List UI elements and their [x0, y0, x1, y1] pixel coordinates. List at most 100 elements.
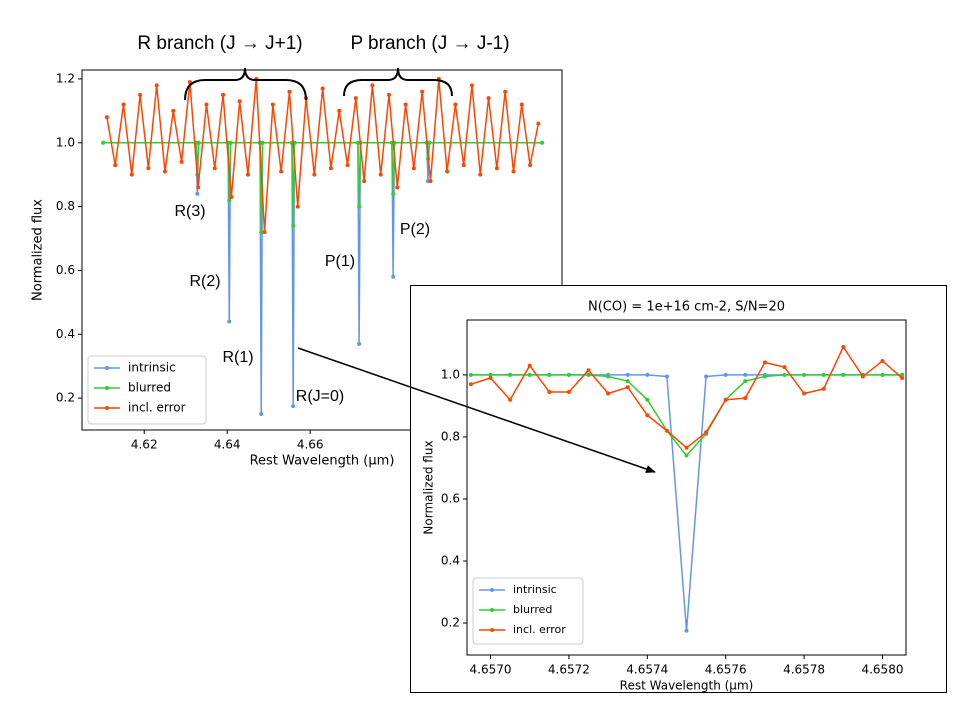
series-marker	[453, 102, 458, 107]
series-marker	[287, 89, 292, 94]
series-marker	[270, 102, 275, 107]
series-marker	[179, 159, 184, 164]
legend-marker	[105, 366, 109, 370]
series-marker	[468, 372, 473, 377]
main-chart: 4.62 4.64 4.66 0.2 0.4 0.6 0.8 1.0 1.2 Rest Wavel…	[31, 69, 563, 469]
series-marker	[259, 230, 264, 235]
plot-frame	[466, 319, 907, 656]
plot-frame	[81, 69, 563, 431]
series-marker	[488, 372, 493, 377]
series-marker	[229, 195, 234, 200]
series-marker	[291, 404, 296, 409]
series-marker	[312, 172, 317, 177]
series-marker	[704, 374, 709, 379]
series-marker	[566, 389, 571, 394]
series-marker	[743, 372, 748, 377]
x-axis-label: Rest Wavelength (μm)	[250, 454, 395, 469]
y-tick-label: 0.2	[56, 391, 75, 405]
series-marker	[527, 363, 532, 368]
x-tick-label: 4.6578	[783, 663, 825, 677]
y-tick-label: 0.8	[441, 429, 460, 443]
y-tick-label: 0.8	[56, 199, 75, 213]
series-layer	[468, 344, 905, 633]
series-marker	[387, 92, 392, 97]
x-tick-label: 4.62	[131, 438, 158, 452]
series-marker	[900, 372, 905, 377]
legend-label: intrinsic	[513, 583, 557, 596]
y-tick-label: 0.4	[56, 327, 75, 341]
legend-label: intrinsic	[128, 361, 176, 375]
series-marker	[664, 374, 669, 379]
series-marker	[461, 163, 466, 168]
series-marker	[445, 169, 450, 174]
p-branch-brace	[343, 67, 453, 97]
series-marker	[645, 372, 650, 377]
series-marker	[684, 453, 689, 458]
series-marker	[121, 102, 126, 107]
legend-label: incl. error	[513, 623, 566, 636]
annotation: P(1)	[325, 253, 355, 270]
series-marker	[762, 360, 767, 365]
x-tick-label: 4.6570	[470, 663, 512, 677]
series-marker	[486, 96, 491, 101]
series-marker	[420, 89, 425, 94]
series-marker	[403, 102, 408, 107]
series-marker	[478, 172, 483, 177]
series-marker	[880, 358, 885, 363]
series-marker	[527, 372, 532, 377]
series-marker	[488, 376, 493, 381]
series-marker	[427, 140, 432, 145]
series-marker	[411, 166, 416, 171]
series-marker	[146, 166, 151, 171]
y-tick-label: 0.6	[441, 491, 460, 505]
series-marker	[508, 372, 513, 377]
series-marker	[171, 108, 176, 113]
series-marker	[129, 172, 134, 177]
series-marker	[357, 341, 362, 346]
legend-marker	[490, 608, 494, 612]
legend-label: blurred	[513, 603, 552, 616]
series-marker	[196, 140, 201, 145]
series-marker	[606, 374, 611, 379]
legend-marker	[490, 588, 494, 592]
legend-box	[472, 577, 584, 645]
series-marker	[262, 230, 267, 235]
series-marker	[684, 628, 689, 633]
x-tick-label: 4.6572	[548, 663, 590, 677]
series-marker	[547, 372, 552, 377]
x-tick-label: 4.6576	[705, 663, 747, 677]
series-marker	[860, 374, 865, 379]
series-marker	[625, 372, 630, 377]
series-marker	[227, 198, 232, 203]
zoom-arrow	[297, 347, 656, 473]
series-marker	[821, 386, 826, 391]
legend-marker	[105, 406, 109, 410]
annotation: R(2)	[189, 273, 220, 290]
series-marker	[508, 397, 513, 402]
annotation: R(3)	[174, 203, 205, 220]
series-marker	[395, 185, 400, 190]
chart-title: N(CO) = 1e+16 cm-2, S/N=20	[588, 300, 785, 315]
series-marker	[320, 86, 325, 91]
series-marker	[428, 179, 433, 184]
series-marker	[195, 191, 200, 196]
series-marker	[227, 319, 232, 324]
series-marker	[291, 223, 296, 228]
series-marker	[362, 179, 367, 184]
series-marker	[245, 172, 250, 177]
series-marker	[841, 344, 846, 349]
series-marker	[625, 379, 630, 384]
series-marker	[528, 163, 533, 168]
series-marker	[821, 372, 826, 377]
series-marker	[113, 163, 118, 168]
series-marker	[494, 166, 499, 171]
series-marker	[154, 83, 159, 88]
annotation: R branch (J → J+1)	[137, 33, 302, 54]
series-marker	[328, 166, 333, 171]
x-axis-label: Rest Wavelength (μm)	[620, 679, 754, 693]
series-marker	[337, 108, 342, 113]
series-marker	[802, 391, 807, 396]
y-tick-label: 1.0	[56, 135, 75, 149]
series-marker	[295, 204, 300, 209]
